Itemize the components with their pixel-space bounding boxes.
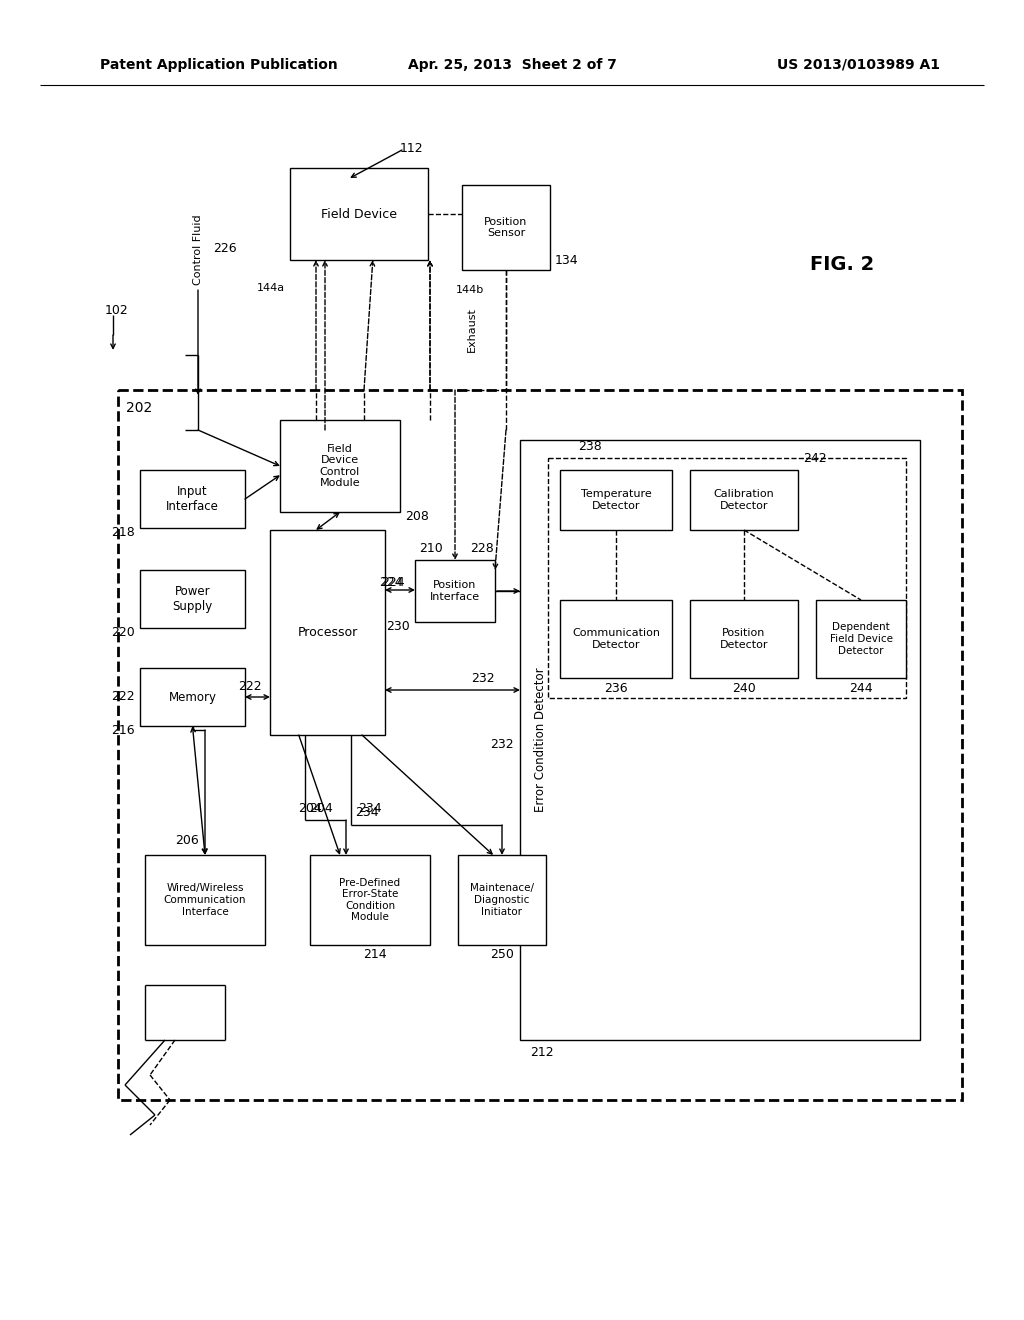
Text: 134: 134 <box>555 253 579 267</box>
Text: Calibration
Detector: Calibration Detector <box>714 490 774 511</box>
Text: 250: 250 <box>490 949 514 961</box>
Text: 232: 232 <box>471 672 495 685</box>
Bar <box>140 668 245 726</box>
Text: 206: 206 <box>175 834 199 847</box>
Text: 232: 232 <box>490 738 514 751</box>
Text: Position
Detector: Position Detector <box>720 628 768 649</box>
Bar <box>290 168 428 260</box>
Text: Input
Interface: Input Interface <box>166 484 219 513</box>
Text: 208: 208 <box>406 511 429 524</box>
Text: 220: 220 <box>112 627 135 639</box>
Text: 234: 234 <box>358 801 382 814</box>
Text: Exhaust: Exhaust <box>467 308 477 352</box>
Text: 204: 204 <box>298 801 322 814</box>
Text: Dependent
Field Device
Detector: Dependent Field Device Detector <box>829 623 893 656</box>
Text: 214: 214 <box>364 949 387 961</box>
Bar <box>462 185 550 271</box>
Bar <box>520 440 920 1040</box>
Text: 210: 210 <box>419 541 443 554</box>
Text: Processor: Processor <box>297 626 357 639</box>
Bar <box>310 855 430 945</box>
Bar <box>560 601 672 678</box>
Text: Patent Application Publication: Patent Application Publication <box>100 58 338 73</box>
Text: Pre-Defined
Error-State
Condition
Module: Pre-Defined Error-State Condition Module <box>339 878 400 923</box>
Text: 144b: 144b <box>456 285 484 294</box>
Bar <box>560 470 672 531</box>
Text: 112: 112 <box>400 141 424 154</box>
Bar <box>140 470 245 528</box>
Text: 234: 234 <box>355 807 379 820</box>
Text: Apr. 25, 2013  Sheet 2 of 7: Apr. 25, 2013 Sheet 2 of 7 <box>408 58 616 73</box>
Text: 202: 202 <box>126 401 153 414</box>
Text: 236: 236 <box>604 681 628 694</box>
Text: Communication
Detector: Communication Detector <box>572 628 660 649</box>
Text: Maintenace/
Diagnostic
Initiator: Maintenace/ Diagnostic Initiator <box>470 883 534 916</box>
Bar <box>548 458 906 698</box>
Text: US 2013/0103989 A1: US 2013/0103989 A1 <box>777 58 940 73</box>
Text: 144a: 144a <box>257 282 285 293</box>
Text: 102: 102 <box>105 304 129 317</box>
Text: Wired/Wireless
Communication
Interface: Wired/Wireless Communication Interface <box>164 883 246 916</box>
Text: Field
Device
Control
Module: Field Device Control Module <box>319 444 360 488</box>
Text: Position
Sensor: Position Sensor <box>484 216 527 239</box>
Text: Temperature
Detector: Temperature Detector <box>581 490 651 511</box>
Bar <box>140 570 245 628</box>
Text: Memory: Memory <box>169 690 216 704</box>
Text: 238: 238 <box>578 440 602 453</box>
Text: 222: 222 <box>239 681 262 693</box>
Text: 230: 230 <box>386 620 410 634</box>
Text: 244: 244 <box>849 681 872 694</box>
Text: Control Fluid: Control Fluid <box>193 215 203 285</box>
Text: 212: 212 <box>530 1045 554 1059</box>
Bar <box>690 601 798 678</box>
Text: 218: 218 <box>112 527 135 540</box>
Text: Error Condition Detector: Error Condition Detector <box>534 668 547 812</box>
Text: 242: 242 <box>803 451 826 465</box>
Text: 216: 216 <box>112 725 135 738</box>
Text: FIG. 2: FIG. 2 <box>810 256 874 275</box>
Bar <box>270 531 385 735</box>
Bar <box>816 601 906 678</box>
Bar <box>145 855 265 945</box>
Bar <box>118 389 962 1100</box>
Text: 204: 204 <box>309 801 333 814</box>
Bar <box>415 560 495 622</box>
Bar <box>690 470 798 531</box>
Text: Position
Interface: Position Interface <box>430 581 480 602</box>
Text: 224: 224 <box>381 577 406 590</box>
Text: 228: 228 <box>470 541 494 554</box>
Text: Power
Supply: Power Supply <box>172 585 213 612</box>
Text: Field Device: Field Device <box>321 207 397 220</box>
Text: 222: 222 <box>112 690 135 704</box>
Bar <box>458 855 546 945</box>
Text: 240: 240 <box>732 681 756 694</box>
Bar <box>280 420 400 512</box>
Text: 224: 224 <box>379 576 403 589</box>
Text: 226: 226 <box>213 242 237 255</box>
